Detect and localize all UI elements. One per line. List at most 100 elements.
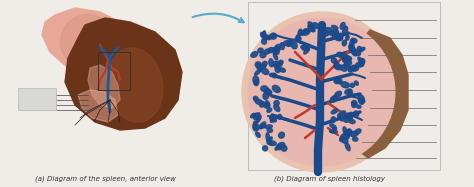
Ellipse shape xyxy=(277,145,283,150)
Ellipse shape xyxy=(322,31,330,36)
Ellipse shape xyxy=(354,111,359,116)
Ellipse shape xyxy=(322,29,325,36)
Text: (a) Diagram of the spleen, anterior view: (a) Diagram of the spleen, anterior view xyxy=(35,175,175,182)
Ellipse shape xyxy=(350,83,355,87)
Ellipse shape xyxy=(258,48,263,53)
Ellipse shape xyxy=(273,85,280,93)
Ellipse shape xyxy=(264,125,273,128)
Ellipse shape xyxy=(344,130,352,135)
Ellipse shape xyxy=(255,132,260,137)
Polygon shape xyxy=(78,90,118,122)
Ellipse shape xyxy=(345,143,350,151)
Ellipse shape xyxy=(254,115,260,120)
Ellipse shape xyxy=(259,122,266,129)
Polygon shape xyxy=(42,8,130,75)
Ellipse shape xyxy=(335,78,339,82)
Ellipse shape xyxy=(260,65,266,69)
Ellipse shape xyxy=(273,47,280,51)
Ellipse shape xyxy=(352,102,356,108)
Ellipse shape xyxy=(263,31,266,37)
Ellipse shape xyxy=(262,68,269,74)
Ellipse shape xyxy=(343,56,352,62)
Ellipse shape xyxy=(338,111,346,116)
Ellipse shape xyxy=(355,129,361,134)
Ellipse shape xyxy=(61,15,116,70)
Polygon shape xyxy=(65,18,182,130)
Ellipse shape xyxy=(344,115,350,119)
Ellipse shape xyxy=(273,53,278,60)
Ellipse shape xyxy=(264,49,271,54)
Ellipse shape xyxy=(107,48,163,122)
Ellipse shape xyxy=(323,27,332,33)
Ellipse shape xyxy=(277,114,282,119)
Ellipse shape xyxy=(337,35,343,41)
Ellipse shape xyxy=(332,31,337,38)
Ellipse shape xyxy=(273,61,280,67)
Ellipse shape xyxy=(255,99,262,105)
Ellipse shape xyxy=(279,60,283,64)
Ellipse shape xyxy=(262,61,267,66)
Ellipse shape xyxy=(274,50,279,55)
Ellipse shape xyxy=(355,81,358,85)
Ellipse shape xyxy=(253,123,259,131)
Ellipse shape xyxy=(275,67,280,73)
Ellipse shape xyxy=(275,145,280,150)
Ellipse shape xyxy=(360,99,365,104)
Bar xyxy=(248,2,440,170)
Ellipse shape xyxy=(257,64,262,71)
Ellipse shape xyxy=(298,29,301,36)
Ellipse shape xyxy=(275,44,281,49)
Bar xyxy=(18,88,56,110)
Ellipse shape xyxy=(274,62,282,68)
Ellipse shape xyxy=(308,25,314,32)
Ellipse shape xyxy=(346,130,350,137)
Ellipse shape xyxy=(330,30,333,36)
Ellipse shape xyxy=(261,32,267,40)
Ellipse shape xyxy=(351,48,357,56)
Ellipse shape xyxy=(303,29,310,35)
Ellipse shape xyxy=(264,103,269,108)
Ellipse shape xyxy=(343,54,350,62)
Ellipse shape xyxy=(281,145,287,151)
Ellipse shape xyxy=(309,25,315,32)
Ellipse shape xyxy=(358,99,363,104)
Ellipse shape xyxy=(333,127,337,130)
Ellipse shape xyxy=(349,119,355,124)
Ellipse shape xyxy=(344,64,350,69)
Ellipse shape xyxy=(283,41,292,46)
Ellipse shape xyxy=(259,101,264,107)
Ellipse shape xyxy=(360,47,365,51)
Ellipse shape xyxy=(348,129,352,134)
Ellipse shape xyxy=(267,90,272,95)
Ellipse shape xyxy=(303,29,308,33)
Ellipse shape xyxy=(332,29,338,35)
Ellipse shape xyxy=(254,80,259,86)
Ellipse shape xyxy=(353,137,358,141)
Ellipse shape xyxy=(248,18,396,166)
Ellipse shape xyxy=(295,37,301,41)
Ellipse shape xyxy=(329,130,337,133)
Ellipse shape xyxy=(280,43,284,50)
Ellipse shape xyxy=(349,47,355,54)
Ellipse shape xyxy=(334,79,341,84)
Ellipse shape xyxy=(331,25,338,29)
Ellipse shape xyxy=(270,117,276,122)
Ellipse shape xyxy=(337,52,343,57)
Ellipse shape xyxy=(350,131,358,137)
Ellipse shape xyxy=(339,65,346,71)
Ellipse shape xyxy=(263,92,269,99)
Ellipse shape xyxy=(359,59,365,64)
Ellipse shape xyxy=(344,117,351,122)
Ellipse shape xyxy=(348,67,353,72)
Ellipse shape xyxy=(352,101,357,106)
Ellipse shape xyxy=(251,113,255,118)
Ellipse shape xyxy=(335,37,342,40)
Polygon shape xyxy=(355,30,408,158)
Ellipse shape xyxy=(302,45,307,50)
Ellipse shape xyxy=(249,19,395,165)
Ellipse shape xyxy=(345,89,352,94)
Text: (b) Diagram of spleen histology: (b) Diagram of spleen histology xyxy=(274,175,385,182)
Polygon shape xyxy=(88,65,120,108)
Bar xyxy=(98,52,130,90)
Ellipse shape xyxy=(349,44,355,51)
